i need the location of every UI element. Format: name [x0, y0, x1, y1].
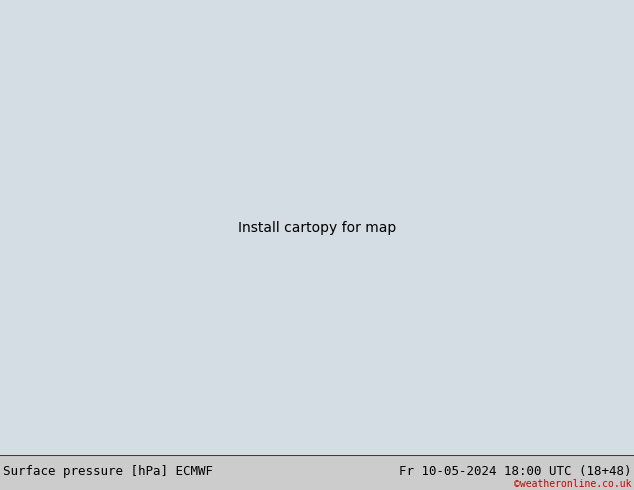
Text: ©weatheronline.co.uk: ©weatheronline.co.uk	[514, 479, 631, 490]
Text: Install cartopy for map: Install cartopy for map	[238, 221, 396, 235]
Text: Surface pressure [hPa] ECMWF: Surface pressure [hPa] ECMWF	[3, 466, 212, 478]
Text: Fr 10-05-2024 18:00 UTC (18+48): Fr 10-05-2024 18:00 UTC (18+48)	[399, 466, 631, 478]
